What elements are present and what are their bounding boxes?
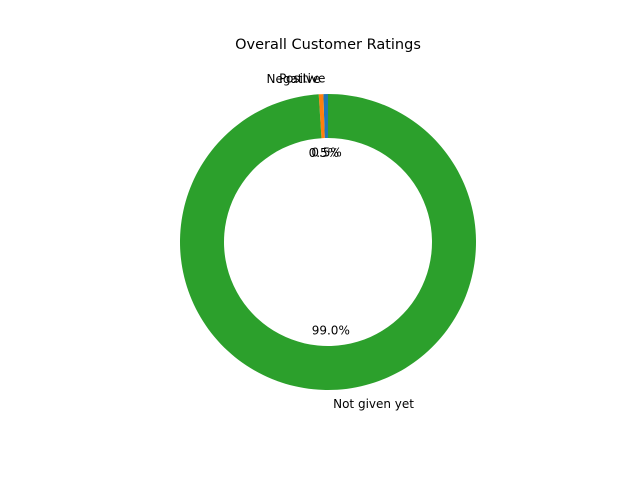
slice-label-not-given-yet: Not given yet xyxy=(333,397,414,411)
slice-label-positive: Positive xyxy=(279,72,325,86)
slice-positive xyxy=(323,94,328,139)
slice-negative xyxy=(318,94,325,139)
slice-pct-negative: 0.5% xyxy=(309,146,340,160)
chart-title: Overall Customer Ratings xyxy=(235,37,421,53)
slice-pct-positive: 0.5% xyxy=(311,146,342,160)
slice-not-given-yet xyxy=(180,94,477,391)
slice-label-negative: Negative xyxy=(266,72,320,86)
slice-pct-not-given-yet: 99.0% xyxy=(312,323,350,337)
slices-group xyxy=(180,94,477,391)
